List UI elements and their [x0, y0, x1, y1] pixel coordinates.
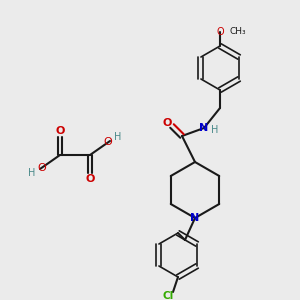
Text: O: O: [216, 27, 224, 37]
Text: O: O: [55, 126, 65, 136]
Text: H: H: [28, 168, 36, 178]
Text: CH₃: CH₃: [230, 28, 247, 37]
Text: O: O: [103, 137, 112, 147]
Text: Cl: Cl: [162, 291, 174, 300]
Text: O: O: [38, 163, 46, 173]
Text: N: N: [190, 213, 200, 223]
Text: H: H: [114, 132, 122, 142]
Text: O: O: [162, 118, 172, 128]
Text: H: H: [211, 125, 219, 135]
Text: O: O: [85, 174, 95, 184]
Text: N: N: [200, 123, 208, 133]
